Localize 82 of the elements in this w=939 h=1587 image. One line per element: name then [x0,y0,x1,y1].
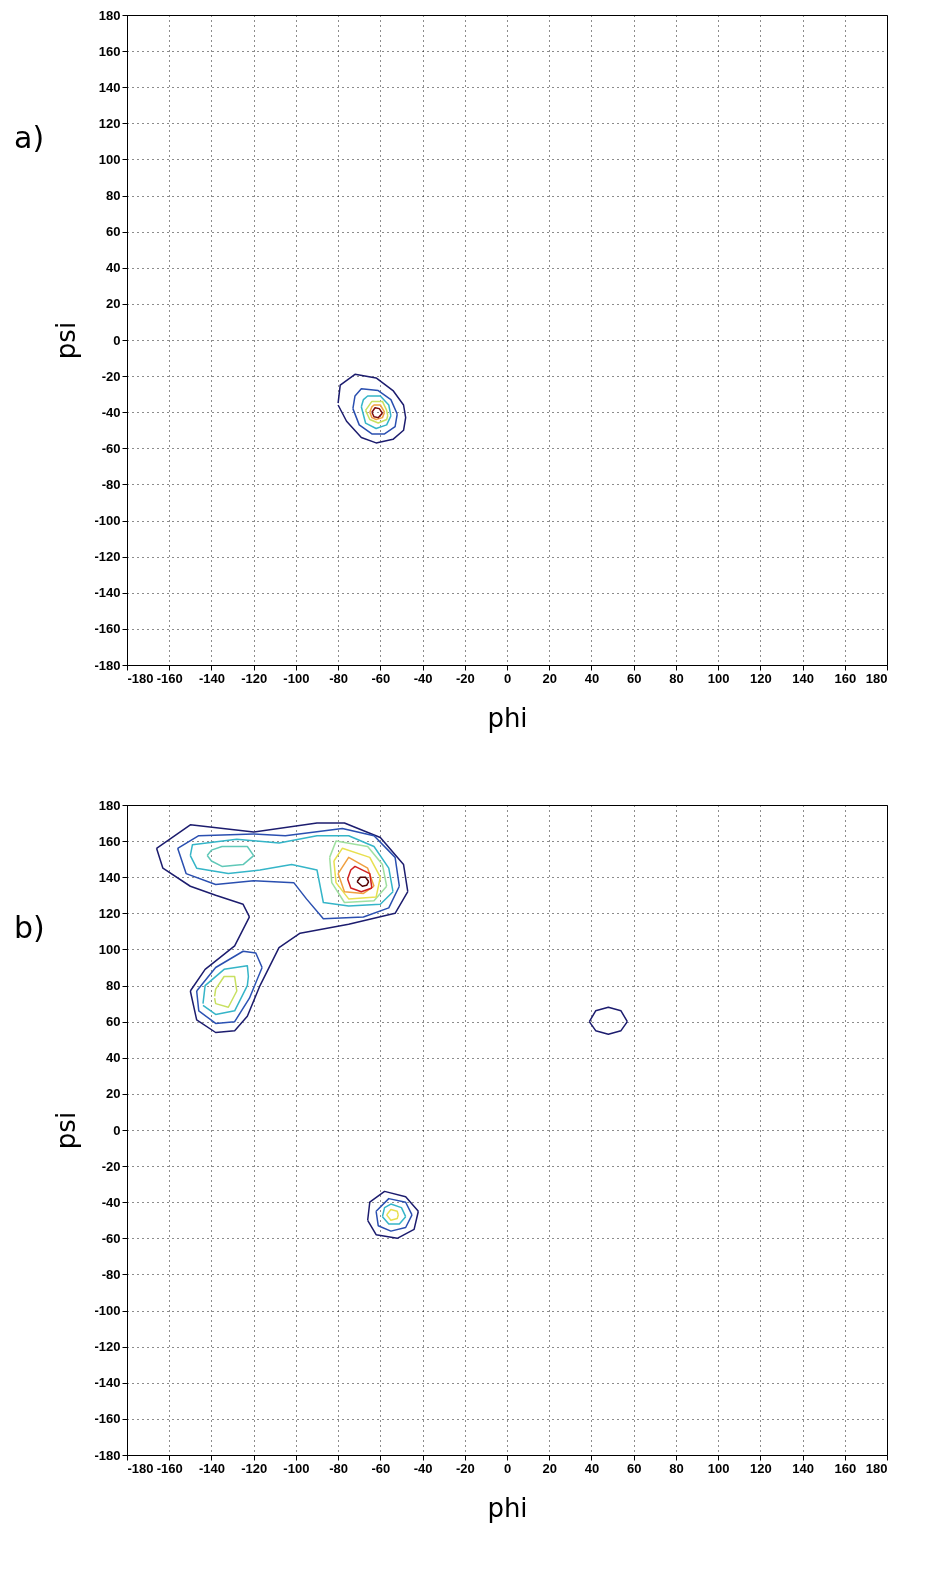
y-tick-label: 0 [113,332,121,348]
x-tick-label: -180 [127,670,154,686]
y-tick-label: -20 [101,368,121,384]
x-tick-label: 20 [542,670,557,686]
x-tick-label: -20 [455,670,475,686]
y-tick-label: 60 [106,1014,121,1030]
y-tick-label: -160 [94,621,121,637]
y-tick-label: -140 [94,1375,121,1391]
y-tick-label: 0 [113,1122,121,1138]
x-tick-label: 180 [865,670,888,686]
text: b) [14,910,45,945]
x-tick-label: -80 [329,1460,349,1476]
x-tick-label: 100 [707,670,730,686]
y-tick-label: -80 [101,476,121,492]
x-tick-label: -60 [371,670,391,686]
x-tick-label: 120 [749,670,772,686]
x-tick-label: -80 [329,670,349,686]
x-tick-label: -100 [283,1460,310,1476]
y-tick-label: -160 [94,1411,121,1427]
x-tick-label: -40 [413,670,433,686]
x-tick-label: 0 [503,1460,512,1476]
x-tick-label: 140 [792,670,814,686]
y-tick-label: 160 [98,833,121,849]
x-tick-label: 80 [669,1460,684,1476]
x-tick-label: -160 [156,670,183,686]
y-tick-label: -40 [101,1194,121,1210]
y-tick-label: 20 [106,1086,121,1102]
x-tick-label: -40 [413,1460,433,1476]
x-tick-label: 160 [834,670,857,686]
x-axis-title: phi [487,1492,528,1523]
x-tick-label: -120 [241,670,268,686]
y-tick-label: -100 [94,513,121,529]
y-tick-label: -60 [101,1230,121,1246]
y-tick-label: 40 [106,260,121,276]
x-tick-label: -60 [371,1460,391,1476]
y-tick-label: 160 [98,43,121,59]
y-tick-label: -100 [94,1303,121,1319]
y-tick-label: -60 [101,440,121,456]
x-tick-label: 40 [584,1460,600,1476]
y-tick-label: 80 [106,188,121,204]
y-tick-label: -180 [94,1447,121,1463]
y-tick-label: 20 [106,296,121,312]
x-tick-label: -140 [198,670,225,686]
y-tick-label: -140 [94,585,121,601]
x-tick-label: 160 [834,1460,857,1476]
x-tick-label: 20 [542,1460,557,1476]
text: a) [14,120,45,155]
x-tick-label: 80 [669,670,684,686]
y-tick-label: -80 [101,1266,121,1282]
x-tick-label: 140 [792,1460,814,1476]
y-tick-label: -120 [94,1339,121,1355]
y-tick-label: -120 [94,549,121,565]
x-tick-label: -180 [127,1460,154,1476]
x-tick-label: 40 [584,670,600,686]
y-tick-label: 140 [98,79,121,95]
y-axis-title: psi [51,321,82,360]
y-tick-label: -40 [101,404,121,420]
y-tick-label: 100 [98,941,121,957]
x-tick-label: 0 [503,670,512,686]
y-tick-label: 60 [106,224,121,240]
y-tick-label: 100 [98,151,121,167]
x-tick-label: 100 [707,1460,730,1476]
x-tick-label: -20 [455,1460,475,1476]
y-tick-label: 120 [98,905,121,921]
y-tick-label: 120 [98,115,121,131]
x-tick-label: -100 [283,670,310,686]
y-axis-title: psi [51,1111,82,1150]
y-tick-label: 140 [98,869,121,885]
x-tick-label: 180 [865,1460,888,1476]
y-tick-label: 180 [98,797,121,813]
x-tick-label: 120 [749,1460,772,1476]
y-tick-label: -180 [94,657,121,673]
y-tick-label: 40 [106,1050,121,1066]
x-tick-label: -140 [198,1460,225,1476]
x-tick-label: 60 [626,1460,642,1476]
y-tick-label: 80 [106,978,121,994]
y-tick-label: 180 [98,7,121,23]
y-tick-label: -20 [101,1158,121,1174]
x-tick-label: -120 [241,1460,268,1476]
x-tick-label: 60 [626,670,642,686]
x-tick-label: -160 [156,1460,183,1476]
x-axis-title: phi [487,702,528,733]
